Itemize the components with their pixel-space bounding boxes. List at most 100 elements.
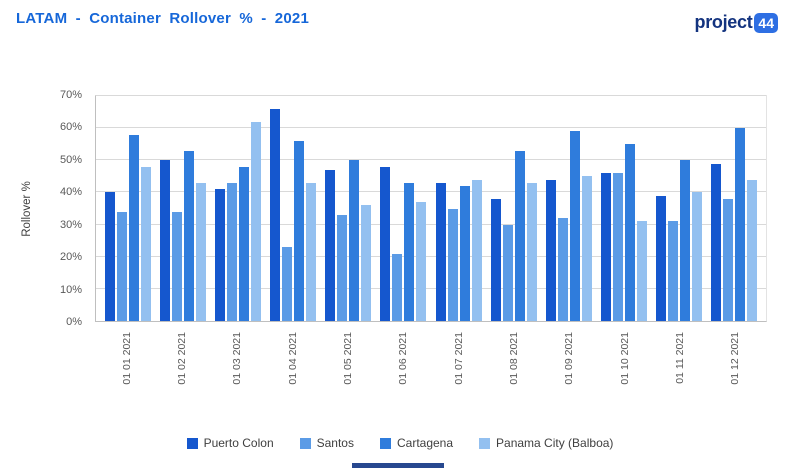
plot-area: [95, 95, 767, 322]
bar-group: [541, 96, 596, 321]
x-tick-label: 01 08 2021: [507, 332, 520, 385]
gridline: [96, 127, 766, 129]
x-tick-cell: 01 05 2021: [320, 327, 375, 409]
legend-swatch: [186, 437, 198, 449]
x-tick-cell: 01 03 2021: [210, 327, 265, 409]
bar-panama-city-balboa-: [692, 192, 703, 321]
x-tick-label: 01 11 2021: [673, 332, 686, 384]
x-tick-label: 01 04 2021: [286, 332, 299, 385]
bar-cartagena: [569, 131, 580, 321]
bar-puerto-colon: [711, 163, 722, 321]
bar-panama-city-balboa-: [416, 202, 427, 321]
x-tick-label: 01 06 2021: [397, 332, 410, 385]
bar-cartagena: [514, 150, 525, 321]
bar-puerto-colon: [104, 192, 115, 321]
x-tick-label: 01 10 2021: [618, 332, 631, 385]
legend-swatch: [379, 437, 391, 449]
bar-cartagena: [128, 134, 139, 321]
bar-panama-city-balboa-: [637, 221, 648, 321]
bar-group: [210, 96, 265, 321]
bar-cartagena: [183, 150, 194, 321]
y-axis-ticks: 0% 10% 20% 30% 40% 50% 60% 70%: [40, 89, 90, 328]
bar-puerto-colon: [545, 179, 556, 321]
legend-label: Panama City (Balboa): [496, 436, 614, 450]
bar-santos: [613, 173, 624, 321]
bar-puerto-colon: [159, 160, 170, 321]
y-tick-label: 0%: [66, 316, 82, 328]
bottom-bar-decoration: [352, 463, 444, 468]
bar-cartagena: [735, 128, 746, 321]
bar-group: [266, 96, 321, 321]
chart-title: LATAM - Container Rollover % - 2021: [16, 10, 309, 27]
y-tick-label: 60%: [59, 121, 82, 134]
y-tick-label: 20%: [59, 251, 82, 264]
bar-panama-city-balboa-: [581, 176, 592, 321]
bar-santos: [447, 208, 458, 321]
bar-panama-city-balboa-: [526, 182, 537, 321]
logo-badge: 44: [754, 12, 778, 33]
gridline: [96, 191, 766, 193]
y-tick-label: 50%: [59, 153, 82, 166]
gridline: [96, 255, 766, 257]
legend-item: Cartagena: [379, 436, 454, 450]
bar-puerto-colon: [435, 182, 446, 321]
bar-santos: [337, 214, 348, 321]
legend-label: Cartagena: [396, 436, 454, 450]
x-tick-label: 01 12 2021: [729, 332, 742, 385]
x-tick-cell: 01 09 2021: [542, 327, 597, 409]
gridline: [96, 287, 766, 289]
x-tick-cell: 01 06 2021: [376, 327, 431, 409]
x-tick-cell: 01 02 2021: [154, 327, 209, 409]
bar-cartagena: [349, 160, 360, 321]
bar-group: [597, 96, 652, 321]
bar-puerto-colon: [380, 166, 391, 321]
y-axis-label-wrap: Rollover %: [18, 95, 36, 322]
legend-item: Panama City (Balboa): [479, 436, 613, 450]
bar-santos: [226, 182, 237, 321]
bar-cartagena: [238, 166, 249, 321]
legend-item: Puerto Colon: [186, 436, 274, 450]
legend-item: Santos: [299, 436, 354, 450]
gridline: [96, 95, 766, 96]
x-tick-label: 01 05 2021: [341, 332, 354, 385]
bar-panama-city-balboa-: [195, 182, 206, 321]
bar-group: [376, 96, 431, 321]
bar-puerto-colon: [270, 108, 281, 321]
x-tick-cell: 01 10 2021: [597, 327, 652, 409]
bar-puerto-colon: [490, 198, 501, 321]
bar-puerto-colon: [656, 195, 667, 321]
x-tick-label: 01 02 2021: [175, 332, 188, 385]
bar-panama-city-balboa-: [471, 179, 482, 321]
bar-group: [155, 96, 210, 321]
project44-logo: project 44: [695, 12, 778, 33]
x-tick-label: 01 07 2021: [452, 332, 465, 385]
bar-puerto-colon: [601, 173, 612, 321]
bar-cartagena: [680, 160, 691, 321]
x-tick-cell: 01 11 2021: [652, 327, 707, 409]
x-tick-cell: 01 08 2021: [486, 327, 541, 409]
bar-panama-city-balboa-: [250, 121, 261, 321]
y-tick-label: 30%: [59, 218, 82, 231]
bar-cartagena: [404, 182, 415, 321]
bar-group: [652, 96, 707, 321]
bars-row: [96, 96, 766, 321]
bar-santos: [668, 221, 679, 321]
bar-panama-city-balboa-: [747, 179, 758, 321]
y-tick-label: 70%: [59, 89, 82, 101]
bar-santos: [282, 247, 293, 321]
bar-santos: [723, 198, 734, 321]
bar-group: [486, 96, 541, 321]
x-tick-cell: 01 07 2021: [431, 327, 486, 409]
bar-santos: [171, 211, 182, 321]
gridline: [96, 159, 766, 161]
x-tick-cell: 01 01 2021: [99, 327, 154, 409]
bar-puerto-colon: [325, 169, 336, 321]
x-tick-cell: 01 04 2021: [265, 327, 320, 409]
legend-label: Puerto Colon: [203, 436, 274, 450]
legend: Puerto Colon Santos Cartagena Panama City (…: [0, 436, 800, 450]
x-tick-label: 01 01 2021: [120, 332, 133, 385]
x-tick-cell: 01 12 2021: [708, 327, 763, 409]
bar-group: [100, 96, 155, 321]
bar-group: [707, 96, 762, 321]
y-tick-label: 40%: [59, 186, 82, 199]
